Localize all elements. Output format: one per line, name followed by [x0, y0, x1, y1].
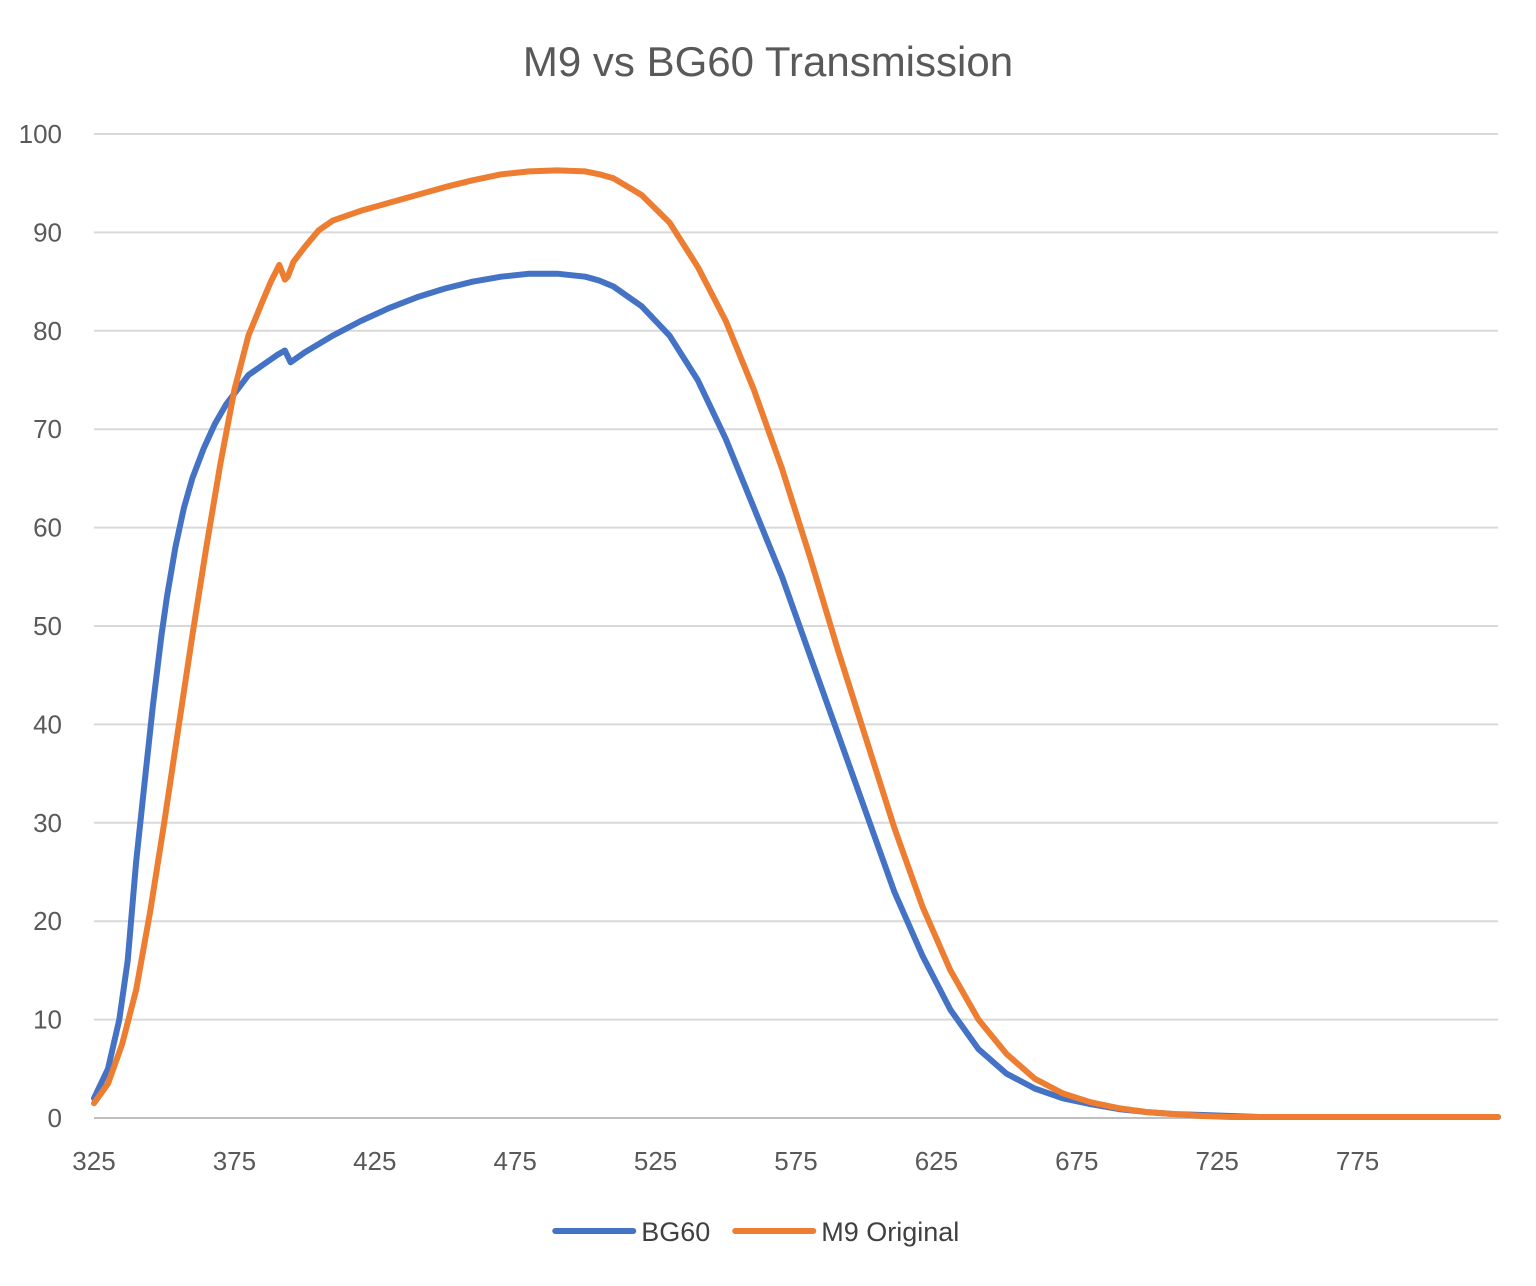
y-tick-label: 10 — [33, 1005, 62, 1035]
x-tick-label: 625 — [915, 1146, 958, 1176]
series-line-m9-original — [91, 167, 1501, 1120]
y-tick-label: 60 — [33, 513, 62, 543]
y-tick-label: 30 — [33, 808, 62, 838]
x-tick-label: 725 — [1196, 1146, 1239, 1176]
legend-item: BG60 — [552, 1217, 710, 1247]
x-tick-label: 575 — [774, 1146, 817, 1176]
y-tick-labels: 0 10 20 30 40 50 60 70 80 90 100 — [19, 119, 62, 1133]
y-tick-label: 70 — [33, 414, 62, 444]
x-tick-label: 425 — [353, 1146, 396, 1176]
legend-label: BG60 — [641, 1217, 710, 1247]
y-tick-label: 100 — [19, 119, 62, 149]
series-layer — [91, 167, 1501, 1120]
y-tick-label: 80 — [33, 316, 62, 346]
x-tick-label: 475 — [494, 1146, 537, 1176]
x-tick-label: 525 — [634, 1146, 677, 1176]
y-tick-label: 20 — [33, 906, 62, 936]
x-tick-label: 325 — [72, 1146, 115, 1176]
y-tick-label: 0 — [48, 1103, 62, 1133]
legend-item: M9 Original — [732, 1217, 959, 1247]
legend-label: M9 Original — [821, 1217, 959, 1247]
legend: BG60 M9 Original — [552, 1217, 959, 1247]
y-tick-label: 40 — [33, 709, 62, 739]
grid-layer — [94, 133, 1498, 1119]
x-tick-labels: 325 375 425 475 525 575 625 675 725 775 — [72, 1146, 1379, 1176]
chart-title: M9 vs BG60 Transmission — [523, 38, 1013, 85]
y-tick-label: 90 — [33, 217, 62, 247]
x-tick-label: 775 — [1336, 1146, 1379, 1176]
x-tick-label: 675 — [1055, 1146, 1098, 1176]
y-tick-label: 50 — [33, 611, 62, 641]
x-tick-label: 375 — [213, 1146, 256, 1176]
